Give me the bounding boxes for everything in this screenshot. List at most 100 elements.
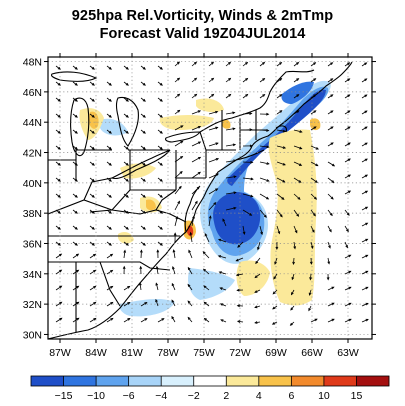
wind-arrow-head xyxy=(197,110,202,113)
lat-tick-label: 36N xyxy=(23,238,42,250)
wind-arrow-head xyxy=(57,194,61,198)
wind-arrow-head xyxy=(272,291,276,295)
wind-arrow xyxy=(293,209,299,217)
wind-arrow-head xyxy=(93,317,97,321)
wind-arrow xyxy=(293,177,302,183)
wind-arrow xyxy=(191,171,201,179)
wind-arrow-head xyxy=(309,261,313,265)
wind-arrow xyxy=(174,216,178,227)
wind-arrow-head xyxy=(364,94,368,98)
wind-arrow xyxy=(327,225,332,232)
lon-tick-label: 81W xyxy=(121,347,143,359)
wind-arrow-head xyxy=(273,276,277,280)
wind-arrow-head xyxy=(292,261,296,266)
wind-arrow xyxy=(242,177,253,180)
wind-arrow-head xyxy=(172,266,175,270)
wind-arrow xyxy=(242,113,252,115)
wind-arrow-head xyxy=(262,93,266,97)
vorticity-positive xyxy=(88,111,99,129)
colorbar-swatch xyxy=(258,376,292,386)
wind-arrow-head xyxy=(138,282,142,286)
wind-arrow-head xyxy=(74,98,78,102)
wind-arrow xyxy=(293,94,299,99)
wind-arrow-head xyxy=(245,77,249,81)
wind-arrow-head xyxy=(279,94,283,97)
wind-arrow xyxy=(204,233,210,243)
colorbar-swatch xyxy=(356,376,390,386)
wind-arrow xyxy=(225,62,231,67)
wind-arrow xyxy=(156,266,159,275)
wind-arrow-head xyxy=(235,258,239,262)
atlantic-coastline xyxy=(48,61,353,339)
lake-ontario xyxy=(164,131,202,143)
wind-arrow-head xyxy=(211,77,215,81)
wind-arrow-head xyxy=(364,142,368,146)
wind-arrow-head xyxy=(74,146,78,150)
wind-arrow-head xyxy=(142,98,146,102)
wind-arrow-head xyxy=(254,275,258,279)
wind-arrow xyxy=(225,78,231,83)
wind-arrow-head xyxy=(347,62,351,66)
wind-arrow-head xyxy=(236,320,241,323)
wind-arrow-head xyxy=(215,188,219,192)
wind-arrow-head xyxy=(108,194,112,198)
wind-arrow xyxy=(276,161,286,166)
wind-arrow xyxy=(276,145,286,149)
wind-arrow-head xyxy=(57,146,61,150)
colorbar-tick-label: −6 xyxy=(123,390,135,402)
colorbar-tick-label: −15 xyxy=(55,390,73,402)
wind-arrow-head xyxy=(57,98,61,102)
wind-arrow-head xyxy=(346,229,349,233)
wind-arrow-head xyxy=(222,218,226,222)
wind-arrow xyxy=(259,129,269,132)
wind-arrow xyxy=(361,94,367,99)
colorbar-swatch xyxy=(323,376,357,386)
wind-arrow-head xyxy=(142,178,146,182)
wind-arrow-head xyxy=(187,266,191,271)
wind-arrow xyxy=(276,129,286,132)
wind-arrow-head xyxy=(347,110,351,114)
wind-arrow-head xyxy=(177,109,181,113)
wind-arrow-head xyxy=(236,288,240,292)
vorticity-positive-weak xyxy=(196,98,224,113)
wind-arrow xyxy=(188,250,193,259)
cape-cod xyxy=(275,125,287,133)
wind-arrow-head xyxy=(215,142,219,146)
wind-arrow xyxy=(274,257,278,265)
wind-arrow-head xyxy=(194,93,198,97)
wind-arrow xyxy=(310,78,316,83)
wind-arrow-head xyxy=(125,210,129,214)
wind-arrow-head xyxy=(189,231,193,236)
wind-arrow-head xyxy=(159,66,163,70)
wind-arrow xyxy=(293,145,302,150)
wind-arrow xyxy=(204,318,210,323)
wind-arrow-head xyxy=(202,268,207,272)
wind-arrow xyxy=(327,94,333,99)
wind-arrow-head xyxy=(249,112,253,115)
wind-arrow-head xyxy=(219,287,223,290)
wind-arrow-head xyxy=(74,66,78,70)
wind-arrow xyxy=(225,176,236,179)
wind-arrow-head xyxy=(294,230,298,234)
state-line xyxy=(75,149,112,180)
state-line xyxy=(199,131,236,151)
wind-arrow-head xyxy=(262,77,266,81)
wind-arrow-head xyxy=(236,304,240,308)
colorbar-tick-label: −10 xyxy=(87,390,105,402)
wind-arrow-head xyxy=(156,249,160,253)
wind-arrow-head xyxy=(271,322,276,325)
wind-arrow xyxy=(208,202,217,211)
wind-arrow-head xyxy=(347,158,351,162)
wind-arrow-head xyxy=(330,196,334,200)
wind-arrow xyxy=(310,318,318,323)
wind-arrow-head xyxy=(328,245,331,249)
wind-arrow xyxy=(55,317,62,323)
wind-arrow xyxy=(55,253,62,259)
wind-arrow-head xyxy=(279,78,283,81)
wind-arrow xyxy=(259,78,265,83)
wind-arrow xyxy=(344,110,351,115)
wind-arrow xyxy=(187,317,193,323)
wind-arrow xyxy=(89,301,96,307)
wind-arrow xyxy=(259,209,267,218)
wind-arrow xyxy=(191,110,201,115)
